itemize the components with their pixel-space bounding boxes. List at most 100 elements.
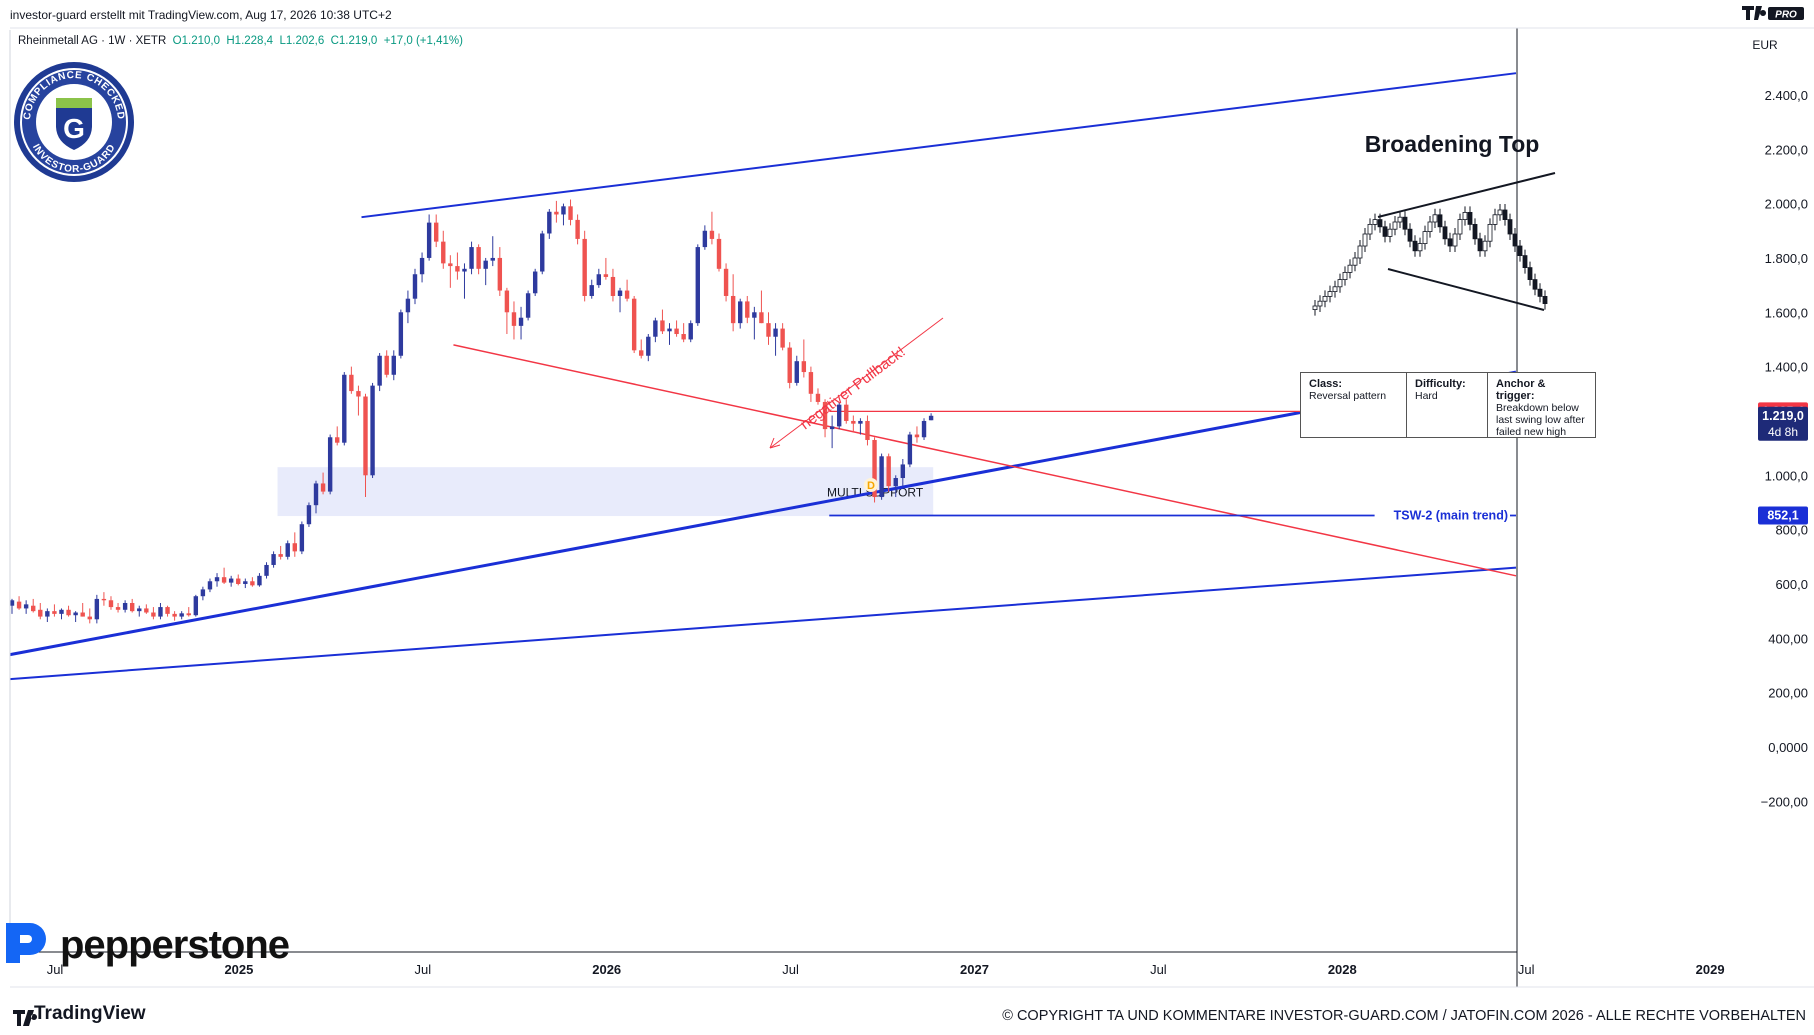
candle-body: [448, 263, 453, 267]
candle-body: [688, 323, 693, 340]
candle: [419, 252, 425, 283]
candle-body: [426, 222, 432, 258]
candle: [59, 608, 64, 620]
pepperstone-wordmark: pepperstone: [60, 923, 290, 967]
x-tick-label: 2025: [224, 962, 253, 977]
candle-body: [122, 602, 128, 610]
candle-body: [108, 600, 114, 608]
candle: [158, 602, 163, 620]
candle-body: [476, 247, 481, 269]
candle: [476, 244, 481, 275]
ohlc-close: C1.219,0: [330, 35, 378, 47]
pattern-candle-body: [1372, 219, 1378, 225]
pattern-candle-body: [1462, 211, 1468, 220]
candle: [801, 339, 807, 378]
pattern-candle: [1457, 213, 1463, 240]
candle-body: [483, 260, 488, 269]
pattern-candle-body: [1377, 219, 1383, 228]
candle-body: [172, 613, 177, 617]
candle: [745, 295, 750, 324]
info-class: Class: Reversal pattern: [1301, 373, 1407, 437]
pattern-candle: [1497, 204, 1503, 221]
candle: [101, 592, 107, 606]
candle: [639, 339, 644, 359]
candle-body: [822, 401, 828, 430]
pattern-candle-body: [1477, 238, 1483, 252]
candle: [356, 385, 361, 416]
top-bar: investor-guard erstellt mit TradingView.…: [0, 0, 1814, 30]
candle: [214, 573, 220, 587]
candle-body: [681, 334, 686, 340]
candle-body: [292, 543, 297, 552]
pattern-candle: [1462, 206, 1468, 226]
candle-body: [52, 611, 57, 614]
candle-body: [773, 328, 778, 337]
candle: [122, 600, 128, 613]
price-label-1: 1.219,0 4d 8h: [1758, 406, 1808, 441]
pattern-candle: [1342, 266, 1348, 286]
x-tick-label: Jul: [1518, 962, 1535, 977]
candle-body: [419, 257, 425, 275]
y-tick-label: −200,00: [1761, 794, 1808, 809]
candle: [646, 334, 651, 362]
candle-body: [313, 483, 319, 506]
candle: [490, 236, 495, 267]
candle: [129, 598, 135, 613]
y-tick-label: 0,0000: [1768, 740, 1808, 755]
candle: [108, 596, 114, 610]
candle-body: [405, 298, 411, 313]
pattern-candle-body: [1347, 264, 1353, 273]
candle: [547, 209, 552, 239]
pattern-candle-body: [1512, 233, 1518, 247]
candle-body: [356, 391, 361, 397]
candle: [631, 295, 637, 354]
candle: [511, 301, 517, 340]
candle-body: [384, 355, 389, 375]
candle: [540, 230, 545, 275]
candle: [582, 230, 587, 302]
candle: [518, 306, 524, 340]
candle: [504, 287, 510, 335]
candle: [271, 551, 276, 568]
candle-body: [646, 336, 651, 356]
pattern-candle: [1362, 228, 1368, 252]
candle-body: [589, 285, 594, 296]
candle: [738, 298, 743, 329]
y-tick-label: 600,0: [1775, 577, 1808, 592]
candle-body: [38, 609, 43, 617]
candle-body: [893, 478, 898, 487]
pattern-candle: [1417, 237, 1423, 257]
candle: [299, 521, 305, 555]
candle: [250, 577, 255, 587]
pepperstone-p-icon: [6, 923, 46, 963]
candle: [448, 255, 453, 288]
pattern-candle: [1327, 285, 1333, 303]
pattern-candle: [1502, 204, 1508, 226]
pro-badge: PRO: [1775, 10, 1797, 21]
candle-body: [335, 437, 340, 443]
pattern-candle-body: [1487, 223, 1493, 242]
symbol-legend[interactable]: Rheinmetall AG · 1W · XETR O1.210,0 H1.2…: [18, 35, 463, 47]
pattern-candle-body: [1337, 279, 1343, 288]
candle: [165, 605, 170, 617]
candle-body: [631, 298, 637, 351]
candle: [412, 268, 418, 305]
candle: [285, 540, 290, 560]
candle: [780, 323, 785, 351]
info-difficulty: Difficulty: Hard: [1407, 373, 1488, 437]
info-anchor-label: Anchor & trigger:: [1496, 378, 1546, 402]
candle: [264, 562, 269, 579]
candle: [787, 342, 792, 389]
pattern-candle: [1542, 290, 1548, 310]
candle: [872, 437, 877, 503]
info-difficulty-value: Hard: [1415, 390, 1438, 402]
x-tick-label: 2027: [960, 962, 989, 977]
candle: [327, 434, 333, 495]
candle-body: [497, 257, 503, 291]
candle: [455, 252, 460, 280]
candle: [179, 611, 184, 620]
pattern-candle: [1537, 283, 1543, 303]
pattern-candle-body: [1417, 243, 1423, 252]
candle: [858, 418, 863, 435]
